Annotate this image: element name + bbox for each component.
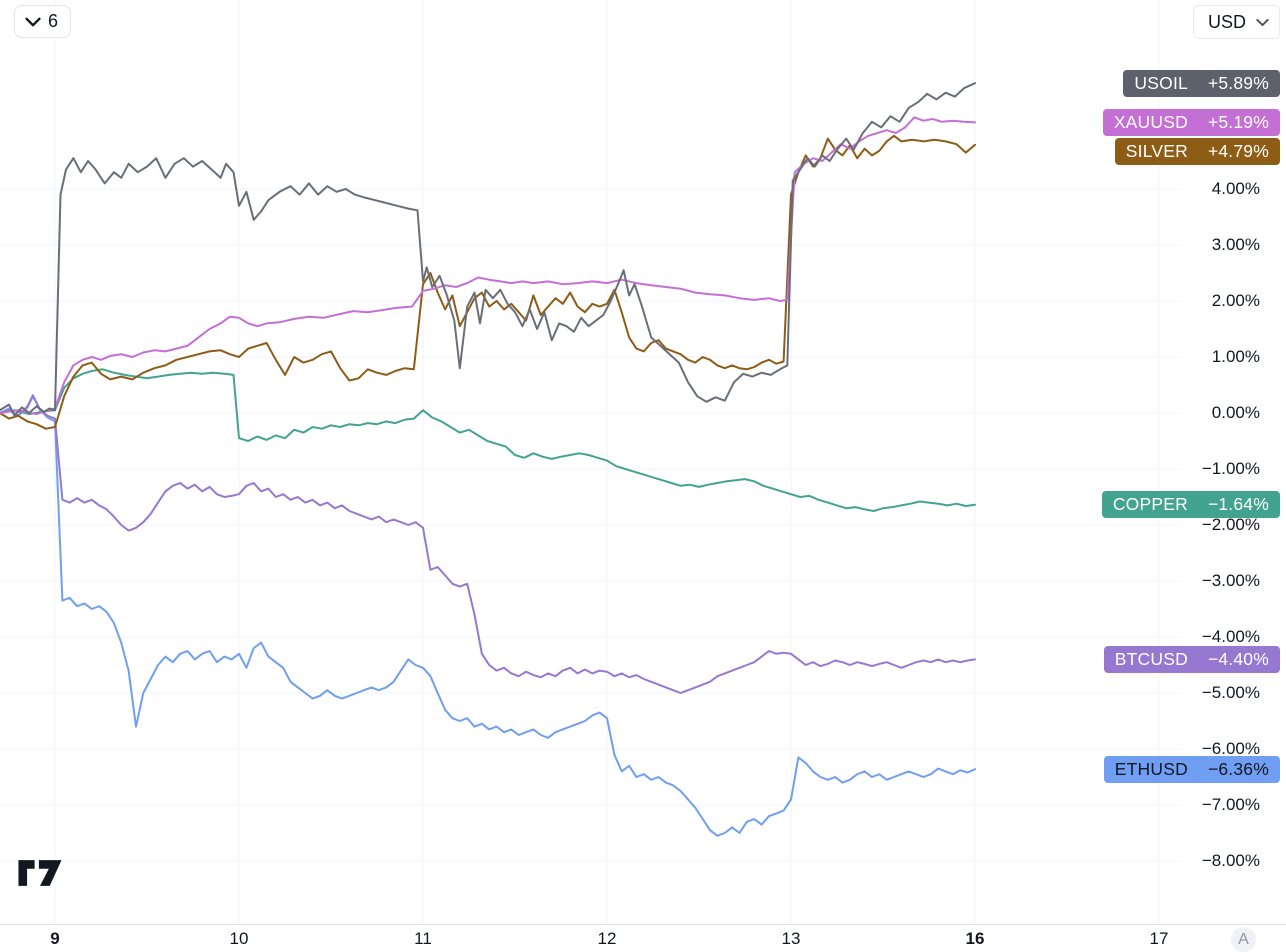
price-label-copper[interactable]: COPPER −1.64% bbox=[1101, 491, 1280, 519]
tradingview-logo[interactable] bbox=[14, 859, 66, 887]
time-axis-label: 11 bbox=[414, 929, 432, 948]
price-label-ethusd[interactable]: ETHUSD −6.36% bbox=[1103, 755, 1280, 783]
series-count-label: 6 bbox=[48, 11, 59, 31]
chevron-down-icon bbox=[25, 17, 41, 26]
symbol-label: USOIL bbox=[1134, 72, 1188, 93]
auto-scale-label: A bbox=[1238, 930, 1249, 948]
price-label-silver[interactable]: SILVER +4.79% bbox=[1114, 137, 1280, 165]
price-chart-canvas[interactable] bbox=[0, 0, 1286, 924]
legend-collapse-button[interactable]: 6 bbox=[14, 5, 72, 38]
time-axis-label: 9 bbox=[50, 929, 60, 948]
symbol-label: ETHUSD bbox=[1114, 758, 1188, 779]
symbol-label: XAUUSD bbox=[1113, 111, 1188, 132]
series-line-ethusd[interactable] bbox=[0, 394, 976, 837]
change-percent-label: −6.36% bbox=[1207, 758, 1269, 779]
price-label-btcusd[interactable]: BTCUSD −4.40% bbox=[1103, 645, 1280, 673]
symbol-label: BTCUSD bbox=[1114, 648, 1188, 669]
series-line-btcusd[interactable] bbox=[0, 395, 976, 694]
currency-dropdown[interactable]: USD bbox=[1192, 5, 1280, 39]
time-axis-label: 10 bbox=[229, 929, 249, 948]
change-percent-label: +4.79% bbox=[1207, 140, 1269, 161]
time-axis-label: 13 bbox=[781, 929, 801, 948]
time-axis-label: 17 bbox=[1149, 929, 1169, 948]
currency-label: USD bbox=[1207, 11, 1246, 32]
symbol-label: COPPER bbox=[1112, 494, 1188, 515]
time-axis-label: 12 bbox=[597, 929, 617, 948]
series-line-usoil[interactable] bbox=[0, 82, 976, 417]
symbol-label: SILVER bbox=[1125, 140, 1188, 161]
change-percent-label: +5.89% bbox=[1207, 72, 1269, 93]
auto-scale-button[interactable]: A bbox=[1231, 927, 1256, 952]
time-axis-label: 16 bbox=[965, 929, 985, 948]
price-label-usoil[interactable]: USOIL +5.89% bbox=[1123, 69, 1280, 97]
chevron-down-icon bbox=[1256, 18, 1269, 26]
series-line-copper[interactable] bbox=[0, 368, 976, 512]
change-percent-label: −4.40% bbox=[1207, 648, 1269, 669]
change-percent-label: +5.19% bbox=[1207, 111, 1269, 132]
time-axis[interactable]: A 9 10 11 12 13 16 17 bbox=[0, 924, 1286, 952]
price-label-xauusd[interactable]: XAUUSD +5.19% bbox=[1102, 108, 1280, 136]
change-percent-label: −1.64% bbox=[1207, 494, 1269, 515]
